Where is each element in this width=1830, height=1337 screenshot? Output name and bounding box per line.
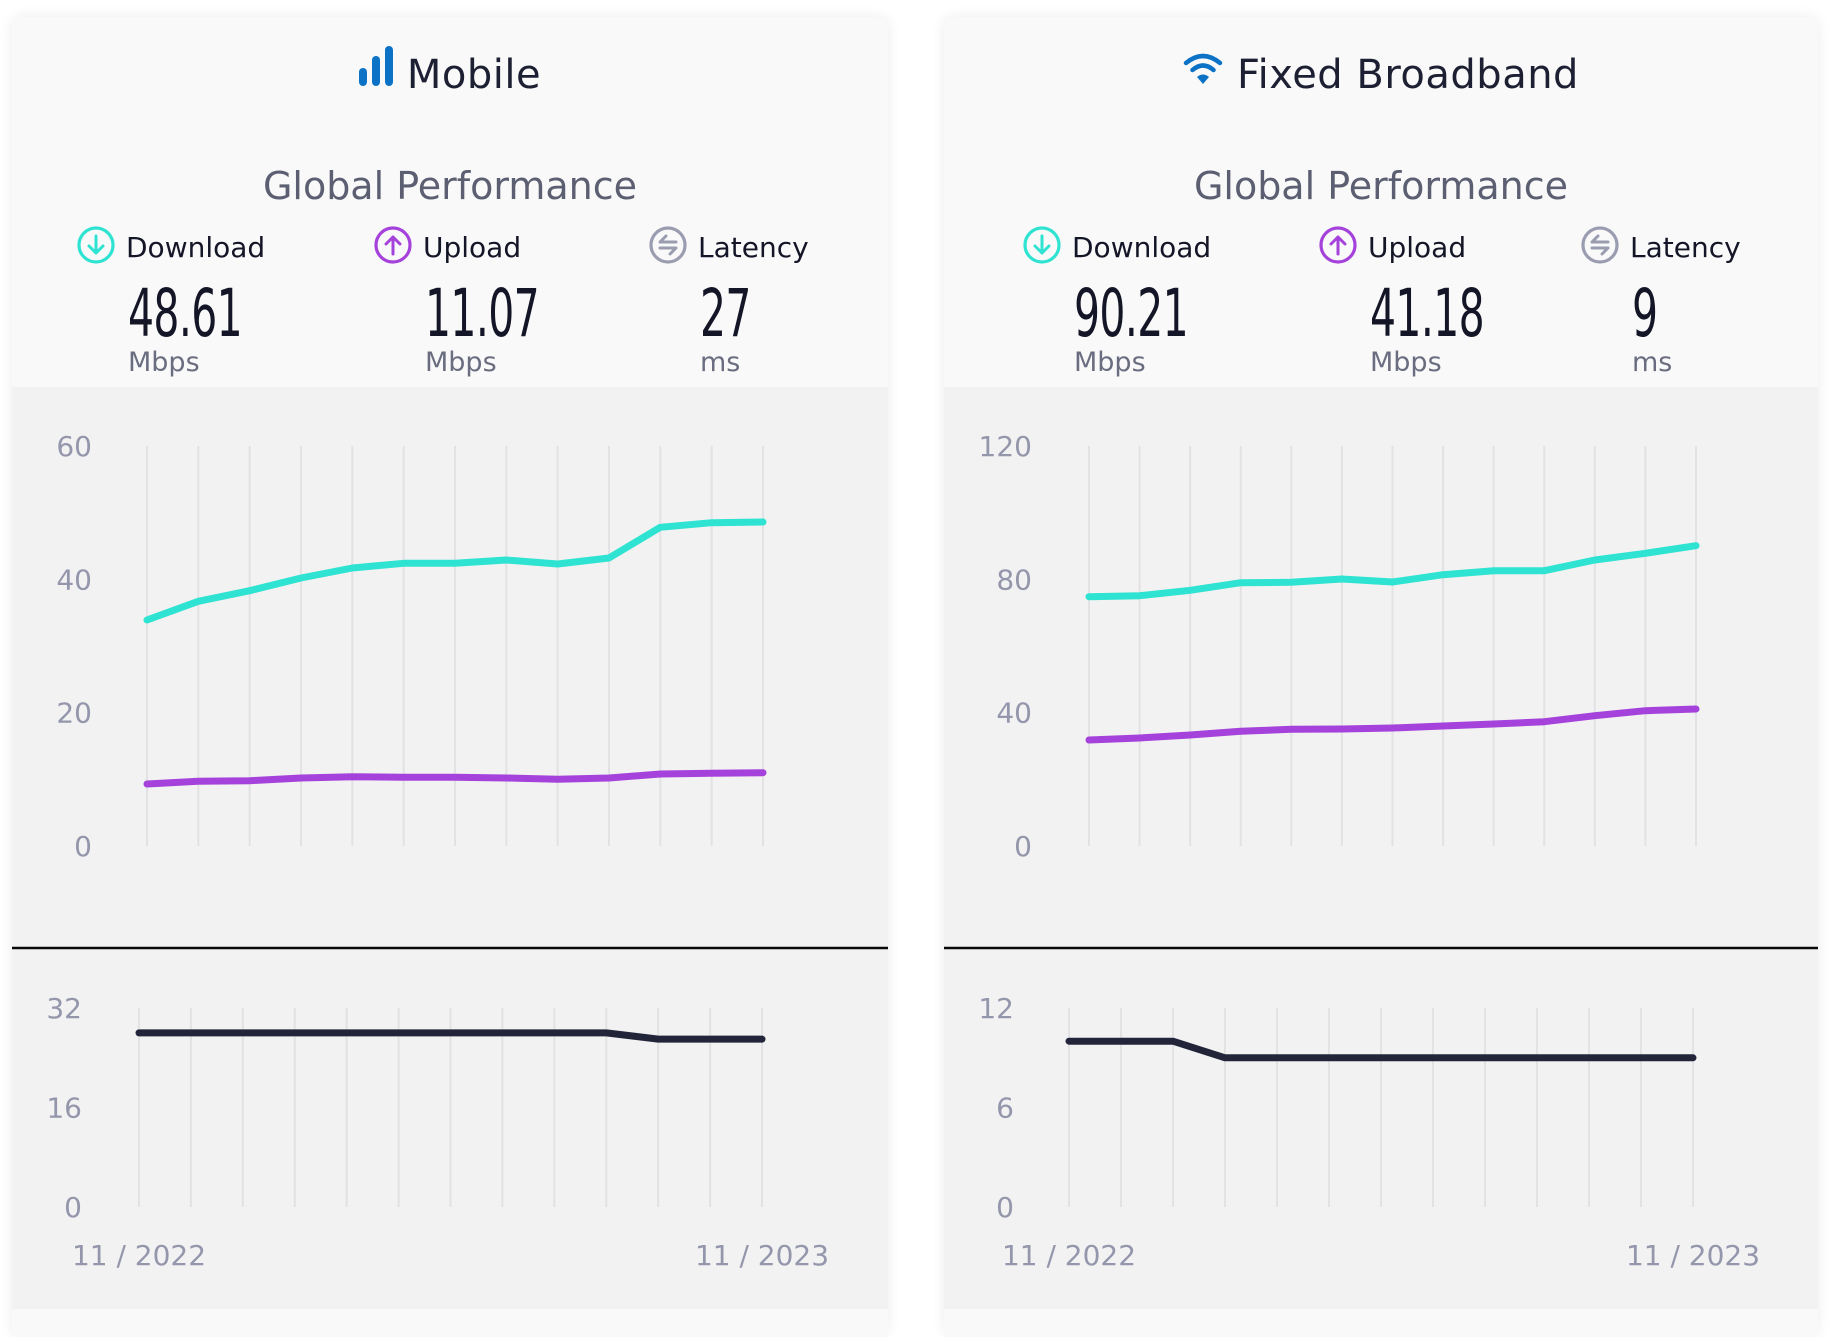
metric-value: 27 [700,283,767,345]
y-tick-label: 32 [46,992,82,1025]
y-tick-label: 40 [996,697,1032,730]
x-tick-label: 11 / 2022 [72,1239,206,1272]
section-subtitle: Global Performance [12,164,888,208]
mobile-panel: Mobile Global Performance Download 48.61… [12,17,888,1337]
metric-label: Latency [698,231,809,264]
y-tick-label: 60 [56,430,92,463]
metric-label: Upload [423,231,521,264]
cellular-signal-icon [359,46,393,97]
y-tick-label: 80 [996,563,1032,596]
metric-value: 90.21 [1074,283,1188,345]
panel-title: Mobile [12,49,888,101]
metric-latency: Latency 27 ms [648,225,809,379]
metric-upload: Upload 41.18 Mbps [1318,225,1554,379]
mobile-charts: 60 40 20 0 32 16 0 11 / 2022 11 / 2023 [12,387,888,1309]
panel-title-label: Mobile [407,52,541,98]
x-tick-label: 11 / 2022 [1002,1239,1136,1272]
y-tick-label: 20 [56,697,92,730]
wifi-icon [1183,47,1223,95]
metric-value: 11.07 [425,283,539,345]
y-tick-label: 16 [46,1092,82,1125]
x-tick-label: 11 / 2023 [1626,1239,1760,1272]
section-subtitle: Global Performance [944,164,1818,208]
y-tick-label: 6 [996,1092,1014,1125]
metric-upload: Upload 11.07 Mbps [373,225,609,379]
latency-arrows-icon [1580,225,1620,270]
download-arrow-icon [76,225,116,270]
metric-latency: Latency 9 ms [1580,225,1741,379]
y-tick-label: 12 [978,992,1014,1025]
y-tick-label: 0 [1014,830,1032,863]
upload-arrow-icon [373,225,413,270]
y-tick-label: 0 [996,1191,1014,1224]
latency-arrows-icon [648,225,688,270]
metric-label: Upload [1368,231,1466,264]
metric-download: Download 48.61 Mbps [76,225,312,379]
metric-label: Download [1072,231,1211,264]
metric-download: Download 90.21 Mbps [1022,225,1258,379]
y-tick-label: 0 [74,830,92,863]
metric-label: Download [126,231,265,264]
panel-title-label: Fixed Broadband [1237,52,1579,98]
x-tick-label: 11 / 2023 [695,1239,829,1272]
fixed-charts: 120 80 40 0 12 6 0 11 / 2022 11 / 2023 [944,387,1818,1309]
chart-area: 60 40 20 0 32 16 0 11 / 2022 11 / 2023 [12,387,888,1309]
metric-value: 9 [1632,283,1699,345]
metric-value: 48.61 [128,283,242,345]
y-tick-label: 0 [64,1191,82,1224]
download-arrow-icon [1022,225,1062,270]
metric-label: Latency [1630,231,1741,264]
y-tick-label: 40 [56,563,92,596]
chart-area: 120 80 40 0 12 6 0 11 / 2022 11 / 2023 [944,387,1818,1309]
panel-title: Fixed Broadband [944,49,1818,99]
metric-value: 41.18 [1370,283,1484,345]
upload-arrow-icon [1318,225,1358,270]
fixed-broadband-panel: Fixed Broadband Global Performance Downl… [944,17,1818,1337]
y-tick-label: 120 [979,430,1032,463]
